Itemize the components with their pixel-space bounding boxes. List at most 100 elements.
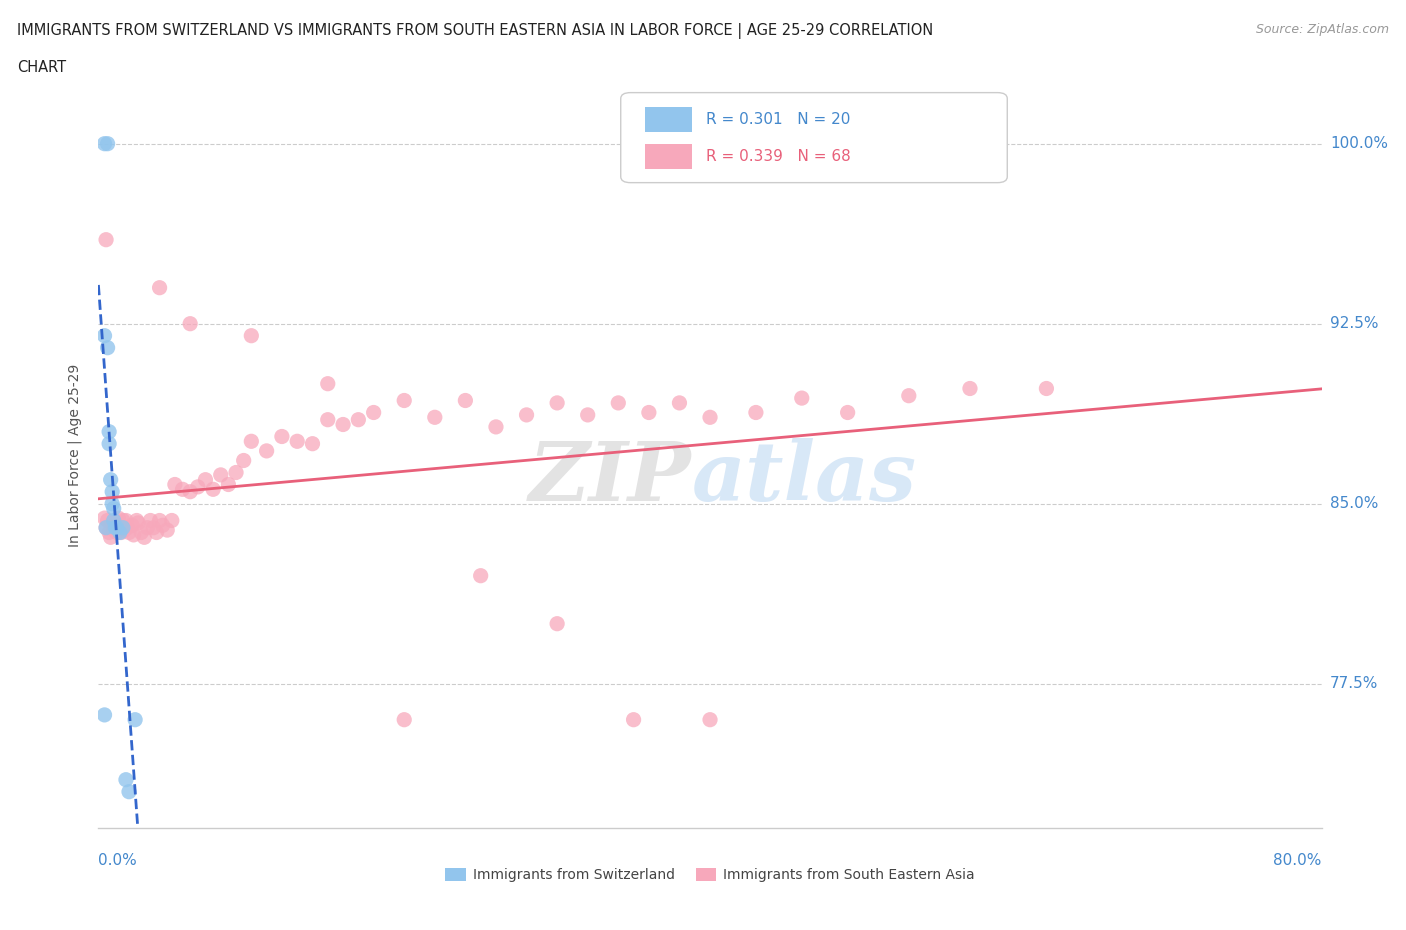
Point — [93, 137, 115, 152]
Point — [100, 472, 122, 487]
Point — [105, 525, 128, 540]
Text: 85.0%: 85.0% — [1330, 497, 1378, 512]
Point — [209, 468, 232, 483]
Point — [134, 530, 156, 545]
Point — [118, 784, 141, 799]
Point — [240, 434, 263, 449]
Point — [98, 525, 121, 540]
Text: 92.5%: 92.5% — [1330, 316, 1378, 331]
Point — [187, 480, 209, 495]
Point — [179, 485, 201, 499]
Point — [97, 340, 120, 355]
Point — [105, 520, 128, 535]
FancyBboxPatch shape — [620, 93, 1007, 182]
Point — [194, 472, 217, 487]
Point — [107, 511, 129, 525]
Point — [790, 391, 813, 405]
Point — [332, 417, 354, 432]
Text: 77.5%: 77.5% — [1330, 676, 1378, 691]
Point — [112, 523, 135, 538]
Point — [125, 513, 148, 528]
Point — [98, 436, 121, 451]
Text: CHART: CHART — [17, 60, 66, 75]
Point — [136, 520, 159, 535]
Point — [172, 482, 194, 497]
Point — [94, 520, 117, 535]
Point — [101, 485, 124, 499]
Point — [392, 393, 416, 408]
Point — [316, 377, 339, 392]
Point — [142, 520, 165, 535]
Point — [347, 412, 370, 427]
Point — [1035, 381, 1057, 396]
Point — [103, 513, 125, 528]
Point — [423, 410, 446, 425]
Point — [232, 453, 254, 468]
Text: R = 0.339   N = 68: R = 0.339 N = 68 — [706, 149, 851, 164]
Point — [179, 316, 201, 331]
Point — [117, 520, 139, 535]
Point — [256, 444, 278, 458]
Text: ZIP: ZIP — [529, 438, 692, 518]
Point — [121, 518, 143, 533]
Point — [129, 525, 152, 540]
Point — [149, 513, 172, 528]
Point — [217, 477, 239, 492]
Point — [152, 518, 174, 533]
Point — [607, 395, 630, 410]
Point — [124, 712, 146, 727]
Point — [160, 513, 183, 528]
Point — [576, 407, 599, 422]
Point — [270, 429, 292, 444]
Point — [118, 525, 141, 540]
Legend: Immigrants from Switzerland, Immigrants from South Eastern Asia: Immigrants from Switzerland, Immigrants … — [440, 863, 980, 888]
Point — [668, 395, 690, 410]
Point — [145, 525, 167, 540]
Point — [110, 525, 132, 540]
Text: atlas: atlas — [692, 438, 917, 518]
Text: Source: ZipAtlas.com: Source: ZipAtlas.com — [1256, 23, 1389, 36]
Point — [94, 520, 117, 535]
Point — [115, 772, 138, 787]
Point — [959, 381, 981, 396]
Point — [149, 280, 172, 295]
Point — [285, 434, 308, 449]
Text: 100.0%: 100.0% — [1330, 136, 1388, 152]
FancyBboxPatch shape — [645, 107, 692, 132]
Point — [156, 523, 179, 538]
Point — [202, 482, 225, 497]
Point — [301, 436, 323, 451]
Point — [363, 405, 385, 420]
Text: 0.0%: 0.0% — [98, 853, 138, 868]
Point — [127, 515, 149, 530]
Point — [637, 405, 661, 420]
Point — [94, 232, 117, 247]
Point — [470, 568, 492, 583]
Point — [101, 497, 124, 512]
Point — [100, 530, 122, 545]
Point — [623, 712, 645, 727]
Point — [103, 523, 125, 538]
Point — [546, 395, 568, 410]
Point — [104, 520, 127, 535]
Point — [392, 712, 416, 727]
Text: IMMIGRANTS FROM SWITZERLAND VS IMMIGRANTS FROM SOUTH EASTERN ASIA IN LABOR FORCE: IMMIGRANTS FROM SWITZERLAND VS IMMIGRANT… — [17, 23, 934, 39]
Point — [111, 520, 134, 535]
Point — [546, 617, 568, 631]
Point — [225, 465, 247, 480]
Y-axis label: In Labor Force | Age 25-29: In Labor Force | Age 25-29 — [67, 364, 83, 548]
Point — [745, 405, 768, 420]
Point — [163, 477, 186, 492]
Point — [97, 137, 120, 152]
Point — [122, 527, 145, 542]
Point — [837, 405, 859, 420]
Point — [897, 388, 920, 403]
Point — [139, 513, 162, 528]
Point — [101, 515, 124, 530]
Point — [93, 708, 115, 723]
Point — [108, 520, 131, 535]
Point — [103, 501, 125, 516]
Point — [699, 410, 721, 425]
Point — [104, 518, 127, 533]
Point — [454, 393, 477, 408]
